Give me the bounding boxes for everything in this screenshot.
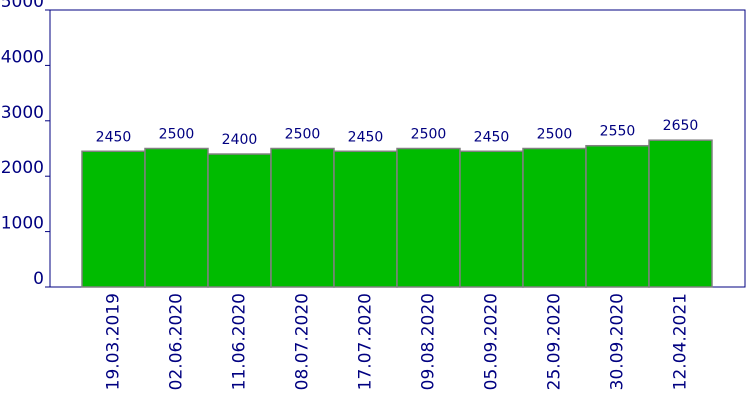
x-tick-label: 25.09.2020 — [545, 293, 565, 390]
value-label: 2400 — [222, 132, 258, 148]
y-tick-label: 2000 — [1, 158, 44, 178]
bar — [207, 153, 272, 288]
x-tick-label: 11.06.2020 — [230, 293, 250, 390]
bar — [585, 144, 650, 288]
value-label: 2500 — [411, 127, 447, 143]
y-tick-label: 4000 — [1, 47, 44, 67]
x-tick-label: 30.09.2020 — [608, 293, 628, 390]
x-tick-label: 05.09.2020 — [482, 293, 502, 390]
x-tick-label: 17.07.2020 — [356, 293, 376, 390]
bar — [396, 147, 461, 288]
bar — [459, 150, 524, 288]
bar — [333, 150, 398, 288]
value-label: 2500 — [537, 127, 573, 143]
x-tick-label: 12.04.2021 — [671, 293, 691, 390]
x-tick-label: 19.03.2019 — [104, 293, 124, 390]
value-label: 2550 — [600, 124, 636, 140]
x-tick-label: 09.08.2020 — [419, 293, 439, 390]
x-tick-label: 08.07.2020 — [293, 293, 313, 390]
bar — [81, 150, 146, 288]
bar — [648, 139, 713, 288]
value-label: 2450 — [348, 129, 384, 145]
bar — [522, 147, 587, 288]
x-tick-label: 02.06.2020 — [167, 293, 187, 390]
y-tick-label: 5000 — [1, 0, 44, 12]
bar — [144, 147, 209, 288]
y-tick-label: 3000 — [1, 103, 44, 123]
value-label: 2650 — [663, 118, 699, 134]
bar — [270, 147, 335, 288]
value-label: 2500 — [285, 127, 321, 143]
value-label: 2450 — [474, 129, 510, 145]
value-label: 2450 — [96, 129, 132, 145]
y-tick-label: 0 — [33, 269, 44, 289]
y-tick-label: 1000 — [1, 214, 44, 234]
value-label: 2500 — [159, 127, 195, 143]
